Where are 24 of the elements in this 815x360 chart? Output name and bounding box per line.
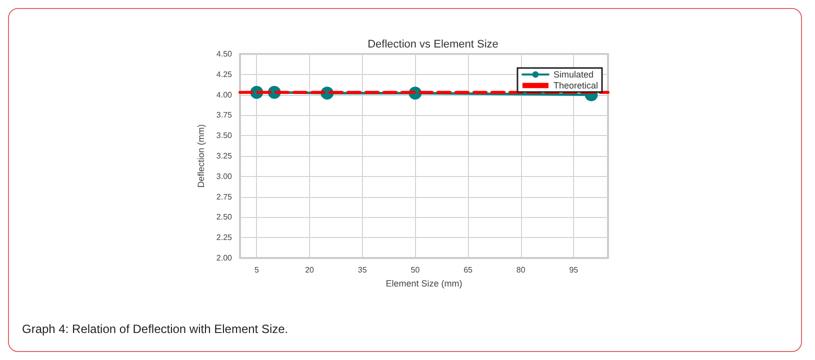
x-tick-label: 5 bbox=[254, 266, 260, 274]
y-tick-label: 3.00 bbox=[216, 172, 233, 181]
y-axis-title: Deflection (mm) bbox=[196, 124, 206, 188]
legend-label: Simulated bbox=[553, 70, 594, 80]
x-tick-label: 95 bbox=[569, 266, 579, 274]
y-tick-label: 4.50 bbox=[216, 50, 233, 58]
y-tick-label: 3.75 bbox=[216, 110, 233, 120]
y-tick-label: 4.00 bbox=[216, 90, 233, 100]
y-tick-label: 3.25 bbox=[216, 152, 233, 160]
chart-title: Deflection vs Element Size bbox=[368, 38, 498, 50]
y-tick-label: 4.25 bbox=[216, 70, 233, 79]
x-tick-label: 50 bbox=[410, 266, 420, 274]
x-tick-label: 20 bbox=[305, 266, 315, 274]
y-tick-label: 2.75 bbox=[216, 192, 233, 202]
x-tick-label: 35 bbox=[358, 266, 368, 274]
legend-label: Theoretical bbox=[553, 80, 598, 90]
caption: Graph 4: Relation of Deflection with Element Size. bbox=[22, 322, 288, 336]
x-tick-label: 80 bbox=[516, 266, 526, 274]
y-tick-label: 3.50 bbox=[216, 131, 233, 140]
y-tick-label: 2.00 bbox=[216, 254, 233, 262]
x-axis-title: Element Size (mm) bbox=[386, 278, 462, 288]
x-tick-label: 65 bbox=[464, 266, 474, 274]
y-tick-label: 2.50 bbox=[216, 212, 233, 222]
y-tick-label: 2.25 bbox=[216, 233, 233, 242]
